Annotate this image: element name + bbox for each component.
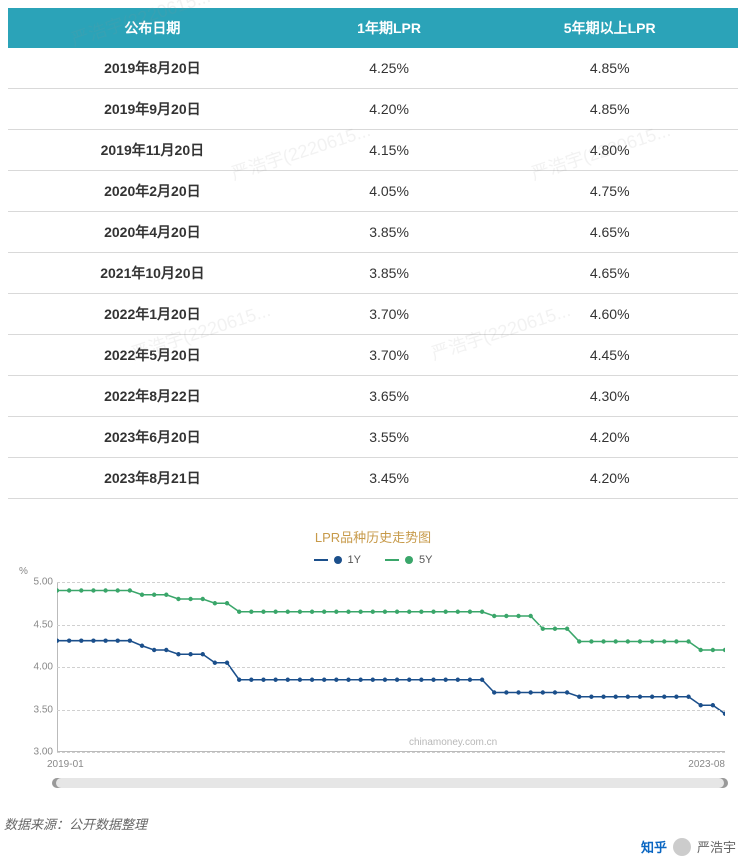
y-tick: 4.50: [34, 619, 53, 630]
platform-label: 知乎: [641, 837, 667, 856]
y-tick: 4.00: [34, 662, 53, 673]
table-cell: 2020年4月20日: [8, 212, 297, 253]
chart-plot: [57, 582, 725, 772]
table-row: 2023年8月21日3.45%4.20%: [8, 458, 738, 499]
gridline: [57, 667, 725, 668]
table-cell: 2021年10月20日: [8, 253, 297, 294]
table-cell: 4.45%: [481, 335, 738, 376]
legend-1y-label: 1Y: [348, 554, 361, 566]
table-header: 1年期LPR: [297, 8, 482, 48]
table-cell: 3.70%: [297, 294, 482, 335]
table-row: 2020年2月20日4.05%4.75%: [8, 171, 738, 212]
chart-legend: 1Y 5Y: [8, 554, 738, 566]
table-cell: 2020年2月20日: [8, 171, 297, 212]
gridline: [57, 710, 725, 711]
table-cell: 4.65%: [481, 253, 738, 294]
table-row: 2022年8月22日3.65%4.30%: [8, 376, 738, 417]
table-cell: 2019年9月20日: [8, 89, 297, 130]
author-name: 严浩宇: [697, 837, 736, 856]
avatar: [673, 838, 691, 856]
gridline: [57, 625, 725, 626]
table-cell: 2022年5月20日: [8, 335, 297, 376]
table-cell: 4.85%: [481, 48, 738, 89]
y-tick: 5.00: [34, 577, 53, 588]
table-cell: 4.20%: [481, 417, 738, 458]
table-row: 2023年6月20日3.55%4.20%: [8, 417, 738, 458]
table-cell: 2022年1月20日: [8, 294, 297, 335]
table-row: 2021年10月20日3.85%4.65%: [8, 253, 738, 294]
table-cell: 4.15%: [297, 130, 482, 171]
table-header: 公布日期: [8, 8, 297, 48]
y-tick: 3.00: [34, 747, 53, 758]
legend-5y: 5Y: [385, 554, 432, 566]
lpr-chart: LPR品种历史走势图 1Y 5Y % chinamoney.com.cn 201…: [8, 527, 738, 788]
table-cell: 3.65%: [297, 376, 482, 417]
table-cell: 4.80%: [481, 130, 738, 171]
gridline: [57, 582, 725, 583]
table-cell: 2023年8月21日: [8, 458, 297, 499]
table-cell: 4.25%: [297, 48, 482, 89]
table-cell: 3.85%: [297, 253, 482, 294]
table-row: 2022年5月20日3.70%4.45%: [8, 335, 738, 376]
table-cell: 4.05%: [297, 171, 482, 212]
lpr-table: 公布日期1年期LPR5年期以上LPR 2019年8月20日4.25%4.85%2…: [8, 8, 738, 499]
timeline-scrollbar[interactable]: [52, 778, 728, 788]
table-cell: 3.85%: [297, 212, 482, 253]
x-tick-start: 2019-01: [47, 759, 84, 770]
table-header: 5年期以上LPR: [481, 8, 738, 48]
table-cell: 4.65%: [481, 212, 738, 253]
table-row: 2019年9月20日4.20%4.85%: [8, 89, 738, 130]
data-source: 数据来源：公开数据整理: [0, 814, 746, 833]
table-cell: 3.70%: [297, 335, 482, 376]
table-row: 2022年1月20日3.70%4.60%: [8, 294, 738, 335]
footer-attribution: 知乎 严浩宇: [0, 833, 746, 864]
table-cell: 4.30%: [481, 376, 738, 417]
table-cell: 2022年8月22日: [8, 376, 297, 417]
legend-5y-label: 5Y: [419, 554, 432, 566]
table-cell: 4.85%: [481, 89, 738, 130]
table-cell: 2023年6月20日: [8, 417, 297, 458]
table-row: 2019年8月20日4.25%4.85%: [8, 48, 738, 89]
y-unit: %: [19, 566, 28, 577]
chart-title: LPR品种历史走势图: [8, 527, 738, 546]
table-cell: 4.20%: [481, 458, 738, 499]
table-cell: 2019年11月20日: [8, 130, 297, 171]
table-cell: 2019年8月20日: [8, 48, 297, 89]
table-cell: 3.45%: [297, 458, 482, 499]
table-cell: 4.75%: [481, 171, 738, 212]
gridline: [57, 752, 725, 753]
table-cell: 4.60%: [481, 294, 738, 335]
table-row: 2019年11月20日4.15%4.80%: [8, 130, 738, 171]
table-row: 2020年4月20日3.85%4.65%: [8, 212, 738, 253]
chart-watermark: chinamoney.com.cn: [409, 737, 497, 748]
y-tick: 3.50: [34, 704, 53, 715]
x-tick-end: 2023-08: [688, 759, 725, 770]
legend-1y: 1Y: [314, 554, 361, 566]
table-cell: 4.20%: [297, 89, 482, 130]
table-cell: 3.55%: [297, 417, 482, 458]
